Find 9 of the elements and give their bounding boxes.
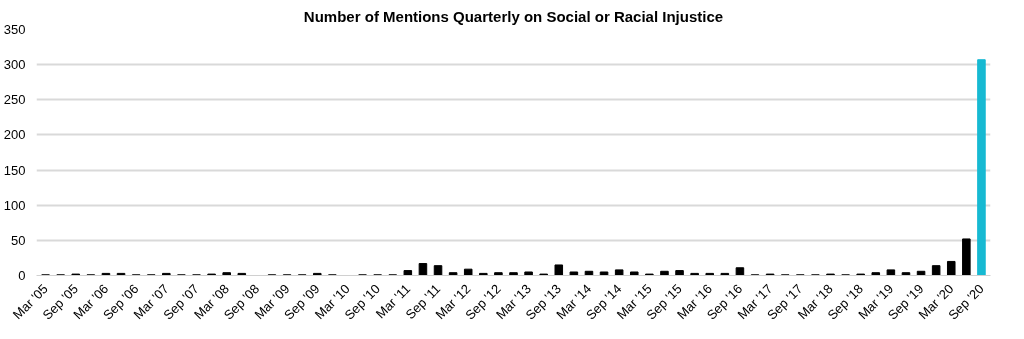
y-tick-label: 100	[3, 197, 26, 213]
y-tick-label: 200	[3, 127, 26, 143]
y-tick-label: 0	[18, 268, 26, 283]
y-tick-label: 300	[3, 57, 26, 73]
chart-title: Number of Mentions Quarterly on Social or Racial Injustice	[303, 7, 724, 25]
y-tick-label: 50	[11, 232, 26, 248]
y-tick-label: 350	[3, 22, 26, 37]
y-tick-label: 150	[3, 162, 26, 178]
y-tick-label: 250	[3, 92, 26, 108]
